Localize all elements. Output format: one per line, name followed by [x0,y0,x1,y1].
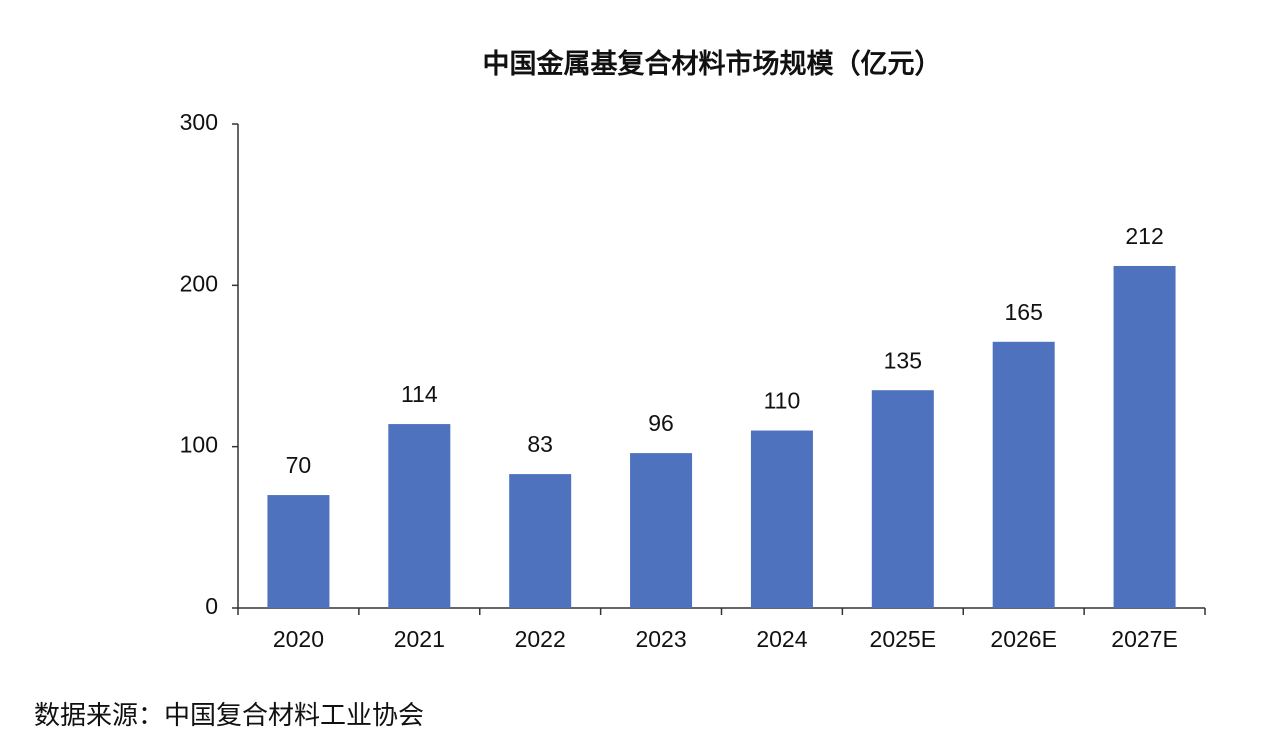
data-label: 114 [401,381,438,407]
data-label: 83 [527,431,553,457]
bar [1113,265,1176,608]
bar [750,430,813,608]
x-tick-label: 2020 [273,626,324,652]
y-tick-label: 200 [180,270,218,296]
bar [871,390,934,608]
data-label: 96 [648,410,674,436]
source-note: 数据来源：中国复合材料工业协会 [34,700,424,730]
x-tick-label: 2024 [756,626,807,652]
bar [509,474,572,608]
data-label: 135 [884,347,922,373]
chart-title: 中国金属基复合材料市场规模（亿元） [483,48,942,79]
data-label: 110 [764,388,801,414]
y-tick-label: 300 [180,109,218,135]
x-tick-label: 2023 [635,626,686,652]
x-tick-label: 2021 [394,626,445,652]
bar [630,453,693,608]
bar [388,424,451,608]
bar [992,341,1055,608]
x-tick-label: 2025E [870,626,937,652]
bar [267,495,330,608]
x-tick-label: 2027E [1111,626,1178,652]
data-label: 212 [1125,223,1163,249]
data-label: 165 [1005,299,1043,325]
x-tick-label: 2022 [515,626,566,652]
y-tick-label: 0 [205,593,218,619]
x-tick-label: 2026E [990,626,1057,652]
data-label: 70 [286,452,312,478]
y-tick-label: 100 [180,432,218,458]
